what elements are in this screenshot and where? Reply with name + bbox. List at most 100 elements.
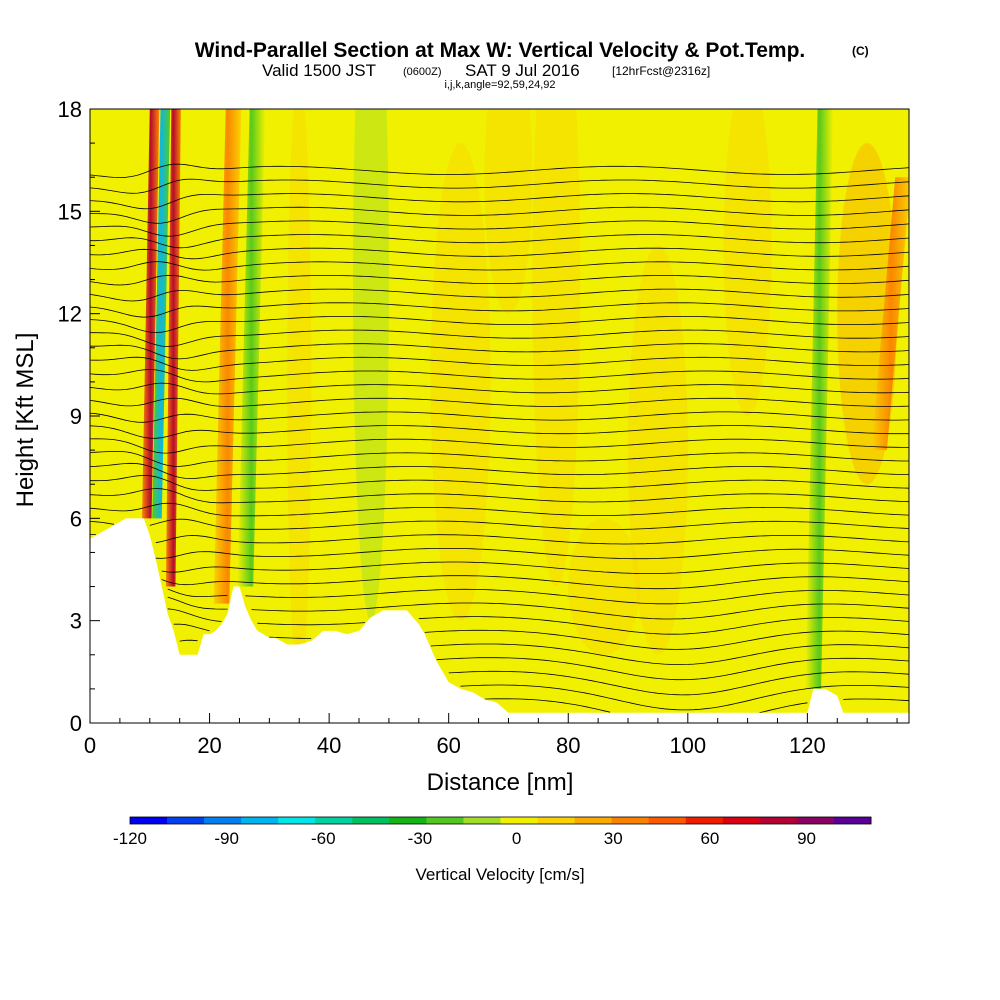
theta-contour <box>90 343 909 360</box>
colorbar-swatch <box>204 817 242 824</box>
theta-contour <box>90 302 909 318</box>
theta-contour <box>161 575 909 590</box>
colorbar-swatch <box>315 817 353 824</box>
theta-contour <box>436 657 909 681</box>
colorbar-tick-label: 30 <box>604 829 623 848</box>
theta-contour <box>167 596 909 620</box>
colorbar-swatch <box>611 817 650 824</box>
colorbar-swatch <box>574 817 613 824</box>
theta-contour <box>167 608 909 635</box>
x-axis: 0 20 40 60 80 100 120 <box>84 713 898 758</box>
theta-contour <box>90 534 909 545</box>
y-tick-label: 3 <box>70 609 82 634</box>
colorbar: -120 -90 -60 -30 0 30 60 90 <box>113 816 872 848</box>
colorbar-swatch <box>278 817 316 824</box>
updraft-band <box>165 109 181 587</box>
colorbar-swatch <box>500 817 539 824</box>
valid-utc: (0600Z) <box>403 66 442 78</box>
colorbar-tick-label: 60 <box>700 829 719 848</box>
theta-contour <box>90 502 909 517</box>
valid-date: SAT 9 Jul 2016 <box>465 61 580 80</box>
theta-contour <box>90 474 909 491</box>
colorbar-tick-label: 90 <box>797 829 816 848</box>
x-tick-label: 40 <box>317 733 341 758</box>
velocity-patch <box>287 109 312 689</box>
theta-contour <box>167 588 909 605</box>
y-axis-label: Height [Kft MSL] <box>12 333 39 508</box>
theta-contour <box>90 488 909 504</box>
colorbar-tick-label: -90 <box>214 829 239 848</box>
x-tick-label: 100 <box>669 733 706 758</box>
y-tick-label: 18 <box>58 97 82 122</box>
y-tick-label: 12 <box>58 302 82 327</box>
y-tick-label: 6 <box>70 506 82 531</box>
x-tick-label: 120 <box>789 733 826 758</box>
colorbar-swatch <box>722 817 761 824</box>
velocity-field-texture <box>287 109 898 689</box>
theta-contour <box>90 178 909 194</box>
terrain <box>90 518 909 723</box>
updraft-band <box>213 109 242 604</box>
colorbar-label: Vertical Velocity [cm/s] <box>415 865 584 884</box>
downdraft-band <box>805 109 834 689</box>
colorbar-swatch <box>352 817 390 824</box>
theta-contour <box>90 462 909 480</box>
y-axis: 0 3 6 9 12 15 18 <box>58 97 100 736</box>
theta-contour <box>484 698 909 714</box>
x-tick-label: 0 <box>84 733 96 758</box>
theta-contour <box>179 639 909 666</box>
velocity-patch <box>484 109 533 314</box>
theta-contour <box>90 451 909 467</box>
theta-contour <box>90 234 909 249</box>
theta-contour <box>90 369 909 383</box>
y-tick-label: 0 <box>70 711 82 736</box>
colorbar-tick-label: -120 <box>113 829 147 848</box>
theta-contour <box>155 548 909 560</box>
velocity-features <box>142 109 909 689</box>
theta-contour <box>90 288 909 302</box>
theta-contour <box>90 220 909 237</box>
y-tick-label: 9 <box>70 404 82 429</box>
x-tick-label: 60 <box>436 733 460 758</box>
velocity-patch <box>532 109 581 587</box>
updraft-band <box>871 177 909 451</box>
colorbar-tick-label: 0 <box>512 829 521 848</box>
x-tick-label: 20 <box>197 733 221 758</box>
theta-contour <box>90 438 909 454</box>
colorbar-tick-label: -30 <box>408 829 433 848</box>
colorbar-swatch <box>167 817 205 824</box>
theta-contour <box>90 356 909 371</box>
colorbar-swatch <box>759 817 798 824</box>
x-axis-label: Distance [nm] <box>427 769 574 796</box>
theta-contour <box>90 329 909 347</box>
downdraft-band <box>152 109 171 519</box>
theta-contour <box>460 684 909 711</box>
theta-contour <box>173 623 909 650</box>
colorbar-swatch <box>463 817 501 824</box>
theta-contour <box>90 397 909 407</box>
theta-contour <box>90 261 909 271</box>
theta-contour <box>161 561 909 574</box>
forecast-info: [12hrFcst@2316z] <box>612 64 710 78</box>
x-tick-label: 80 <box>556 733 580 758</box>
grid-indices: i,j,k,angle=92,59,24,92 <box>444 79 555 91</box>
colorbar-swatch <box>241 817 279 824</box>
valid-time: Valid 1500 JST <box>262 61 376 80</box>
colorbar-swatch <box>426 817 464 824</box>
potential-temperature-contours <box>90 163 909 714</box>
theta-contour <box>448 670 909 696</box>
colorbar-swatch <box>796 817 835 824</box>
theta-contour <box>90 382 909 395</box>
colorbar-swatch <box>537 817 576 824</box>
theta-contour <box>90 274 909 286</box>
downdraft-band <box>237 109 266 587</box>
theta-contour <box>90 193 909 210</box>
theta-contour <box>90 247 909 260</box>
chart-title: Wind-Parallel Section at Max W: Vertical… <box>195 39 806 62</box>
theta-contour <box>90 316 909 333</box>
plot-area <box>90 109 909 723</box>
velocity-patch <box>353 109 389 621</box>
y-tick-label: 15 <box>58 199 82 224</box>
colorbar-swatch <box>130 817 168 824</box>
